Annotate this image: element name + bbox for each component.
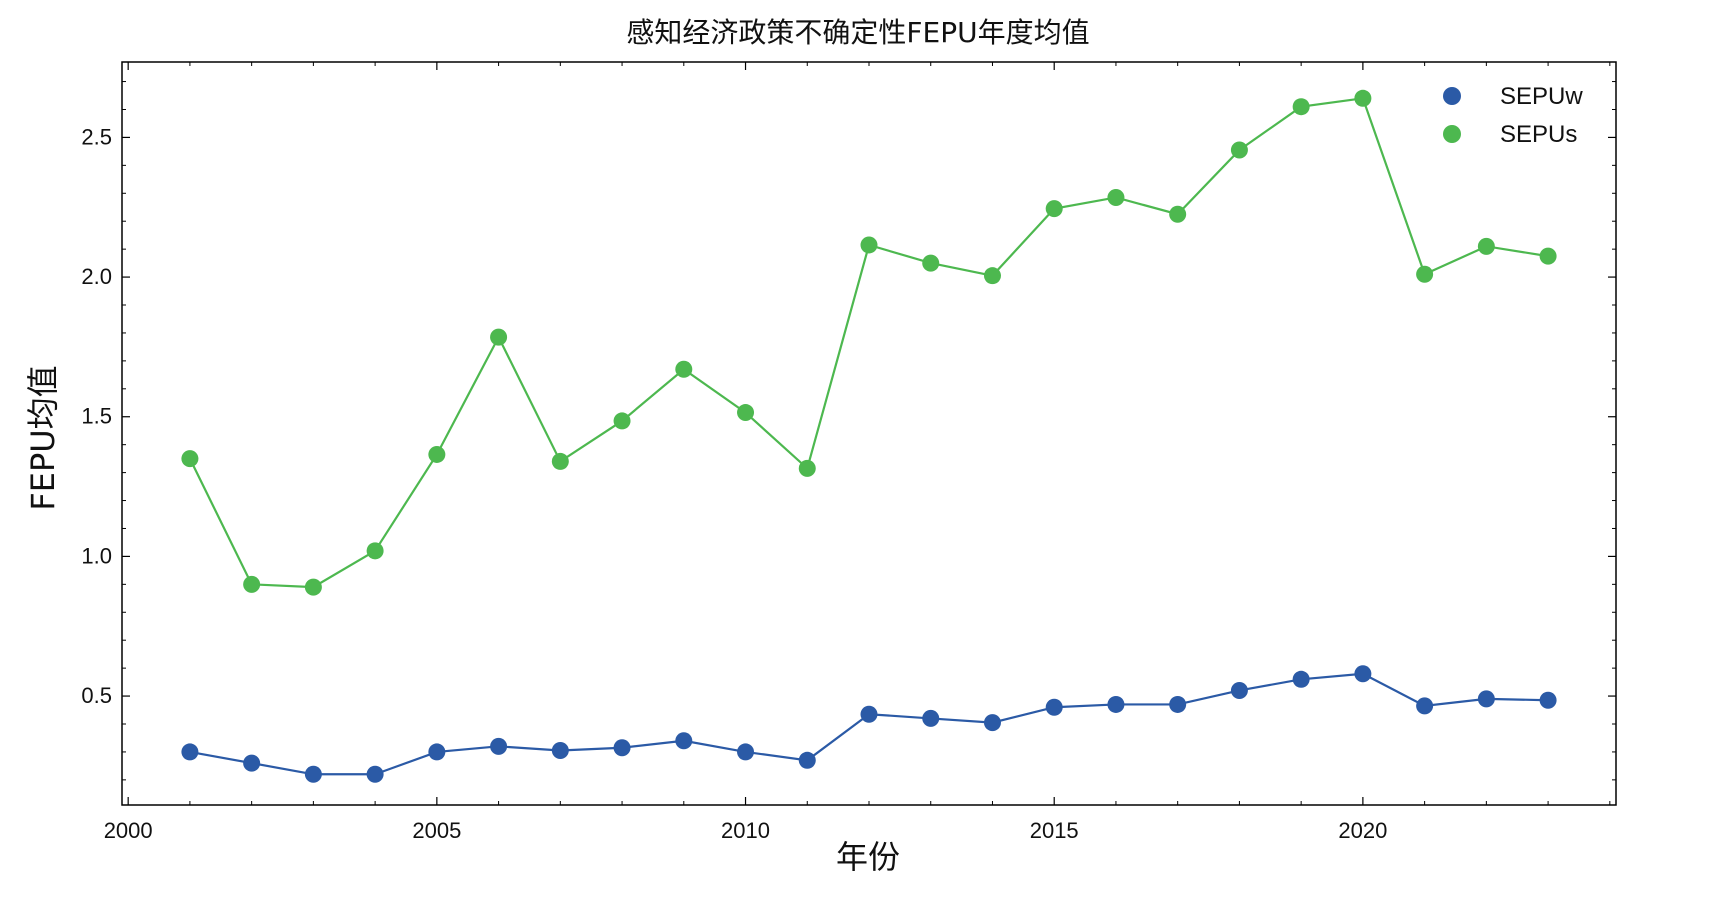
data-point-SEPUs (613, 412, 631, 430)
data-point-SEPUw (613, 739, 631, 757)
x-tick-label: 2015 (1030, 818, 1079, 843)
data-point-SEPUs (1107, 188, 1125, 206)
x-tick-label: 2020 (1338, 818, 1387, 843)
x-tick-label: 2000 (104, 818, 153, 843)
data-point-SEPUs (1416, 265, 1434, 283)
series-line-SEPUs (188, 97, 1549, 589)
data-point-SEPUw (428, 743, 446, 761)
data-point-SEPUs (1477, 237, 1495, 255)
data-point-SEPUw (1416, 697, 1434, 715)
data-point-SEPUs (1539, 247, 1557, 265)
legend: SEPUw SEPUs (1443, 83, 1583, 148)
data-point-SEPUw (181, 743, 199, 761)
data-point-SEPUs (1045, 200, 1063, 218)
data-point-SEPUs (1169, 205, 1187, 223)
data-point-SEPUw (737, 743, 755, 761)
x-tick-label: 2005 (412, 818, 461, 843)
legend-marker-SEPUw (1443, 87, 1461, 105)
series-line-SEPUw (189, 672, 1549, 776)
data-point-SEPUw (1045, 698, 1063, 716)
data-point-SEPUw (1292, 670, 1310, 688)
legend-label-SEPUs: SEPUs (1500, 121, 1577, 148)
data-point-SEPUw (1107, 695, 1125, 713)
data-point-SEPUs (922, 254, 940, 272)
data-point-SEPUw (675, 732, 693, 750)
y-tick-label: 2.0 (81, 264, 112, 289)
data-point-SEPUw (983, 714, 1001, 732)
data-point-SEPUw (366, 765, 384, 783)
data-point-SEPUs (366, 542, 384, 560)
data-point-SEPUw (1230, 681, 1248, 699)
data-point-SEPUs (304, 578, 322, 596)
data-point-SEPUw (551, 742, 569, 760)
data-point-SEPUw (1539, 691, 1557, 709)
data-point-SEPUw (798, 751, 816, 769)
y-tick-label: 2.5 (81, 124, 112, 149)
x-axis-label: 年份 (836, 838, 900, 876)
data-point-SEPUs (737, 404, 755, 422)
data-point-SEPUs (675, 360, 693, 378)
plot-frame (121, 61, 1617, 806)
data-point-SEPUs (181, 450, 199, 468)
data-point-SEPUs (983, 267, 1001, 285)
data-point-SEPUw (490, 737, 508, 755)
data-point-SEPUw (922, 709, 940, 727)
data-point-SEPUs (1292, 98, 1310, 116)
data-point-SEPUw (304, 765, 322, 783)
data-point-SEPUs (1230, 141, 1248, 159)
y-tick-label: 1.0 (81, 543, 112, 568)
data-point-SEPUs (490, 328, 508, 346)
data-point-SEPUw (243, 754, 261, 772)
data-point-SEPUs (428, 445, 446, 463)
data-point-SEPUs (1354, 89, 1372, 107)
data-point-SEPUs (860, 236, 878, 254)
data-point-SEPUs (551, 452, 569, 470)
legend-marker-SEPUs (1443, 125, 1461, 143)
plot-area: 2000 2005 2010 2015 2020 0.5 1.0 1.5 2.0 2.5 (81, 61, 1617, 843)
data-point-SEPUs (798, 459, 816, 477)
y-tick-label: 0.5 (81, 683, 112, 708)
y-tick-label: 1.5 (81, 404, 112, 429)
legend-label-SEPUw: SEPUw (1500, 83, 1583, 110)
data-point-SEPUs (243, 575, 261, 593)
data-point-SEPUw (1169, 695, 1187, 713)
y-axis-label: FEPU均值 (24, 365, 62, 510)
chart-title: 感知经济政策不确定性FEPU年度均值 (626, 16, 1089, 49)
data-point-SEPUw (1354, 665, 1372, 683)
data-point-SEPUw (860, 705, 878, 723)
x-tick-label: 2010 (721, 818, 770, 843)
data-point-SEPUw (1477, 690, 1495, 708)
